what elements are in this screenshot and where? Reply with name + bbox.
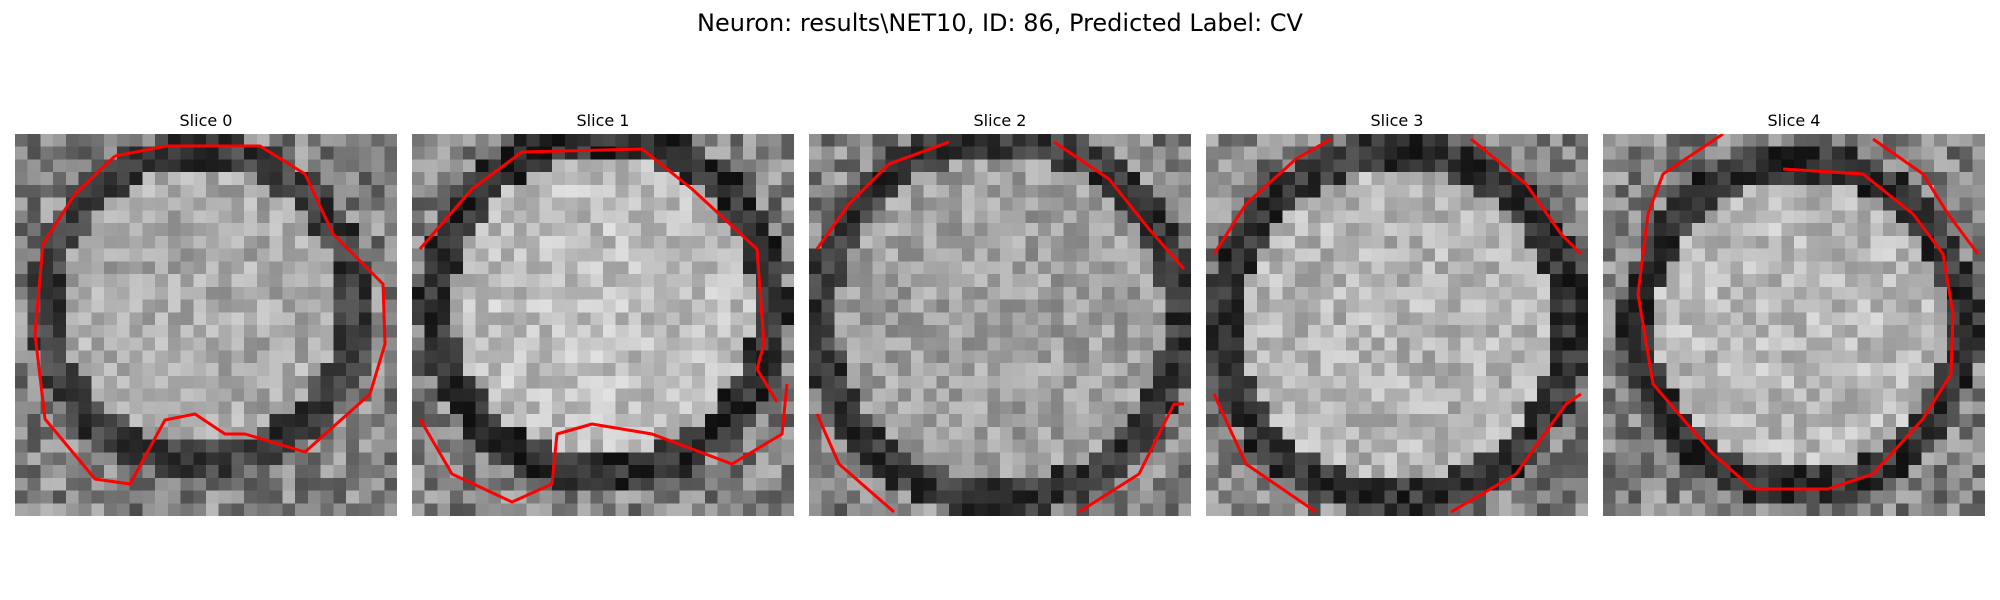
- figure-title: Neuron: results\NET10, ID: 86, Predicted…: [697, 9, 1303, 37]
- slice-image-4: [1603, 134, 1985, 516]
- slice-title-0: Slice 0: [179, 111, 233, 130]
- slice-panel-3: Slice 3: [1206, 110, 1588, 522]
- slice-title-2: Slice 2: [973, 111, 1027, 130]
- slice-title-4: Slice 4: [1767, 111, 1821, 130]
- slice-image-1: [412, 134, 794, 516]
- slice-panel-1: Slice 1: [412, 110, 794, 522]
- slice-panel-2: Slice 2: [809, 110, 1191, 522]
- slice-image-2: [809, 134, 1191, 516]
- slice-image-3: [1206, 134, 1588, 516]
- slice-title-3: Slice 3: [1370, 111, 1424, 130]
- slice-panel-0: Slice 0: [15, 110, 397, 522]
- slice-panel-4: Slice 4: [1603, 110, 1985, 522]
- slice-title-1: Slice 1: [576, 111, 630, 130]
- slice-image-0: [15, 134, 397, 516]
